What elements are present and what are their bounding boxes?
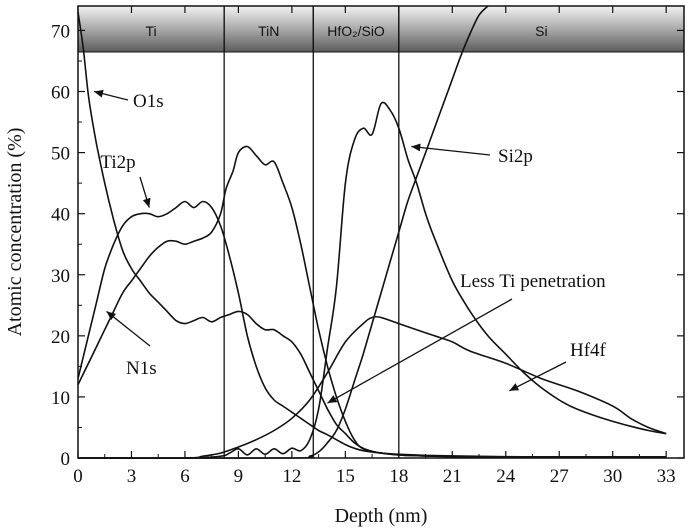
x-tick-label: 6: [180, 466, 190, 487]
x-tick-label: 12: [282, 466, 301, 487]
y-tick-label: 40: [51, 205, 70, 226]
annotation-arrow-si2p: [411, 143, 491, 156]
x-tick-label: 33: [657, 466, 676, 487]
x-tick-label: 18: [389, 466, 408, 487]
annotation-arrow-n1s: [106, 310, 151, 347]
annotation-label-si2p: Si2p: [498, 146, 533, 167]
annotation-label-ti2p: Ti2p: [100, 152, 135, 173]
layer-label: TiN: [258, 23, 279, 39]
y-tick-label: 50: [51, 144, 70, 165]
layer-boundaries: [223, 6, 400, 458]
annotation-arrow-ti2p: [139, 176, 151, 208]
x-tick-label: 24: [496, 466, 516, 487]
x-tick-label: 21: [443, 466, 462, 487]
annotation-arrow-o1s: [93, 89, 129, 101]
layer-band: Ti TiN HfO₂/SiO Si: [77, 5, 685, 53]
plot-frame: [77, 5, 685, 459]
layer-label: HfO₂/SiO: [327, 23, 385, 39]
annotation-label-less-ti-penetration: Less Ti penetration: [460, 271, 606, 292]
x-tick-label: 27: [550, 466, 569, 487]
layer-segment: [223, 5, 314, 53]
x-tick-label: 30: [603, 466, 622, 487]
y-tick-label: 0: [61, 449, 71, 470]
y-tick-label: 60: [51, 83, 70, 104]
series-unlabeled-5-line: [77, 315, 667, 459]
x-axis-title: Depth (nm): [335, 505, 428, 527]
y-axis-title: Atomic concentration (%): [4, 128, 26, 337]
y-tick-label: 70: [51, 21, 70, 42]
y-tick-label: 20: [51, 327, 70, 348]
layer-label: Ti: [145, 23, 156, 39]
annotation-arrow-less-ti-penetration: [327, 298, 513, 404]
annotations: O1s Ti2p N1s Si2p Less Ti penetration Hf4f: [93, 89, 607, 404]
layer-label: Si: [535, 23, 547, 39]
annotation-arrow-hf4f: [509, 361, 567, 392]
series-ti2p-line: [77, 200, 667, 458]
series-si2p-line: [77, 5, 489, 459]
layer-segment: [398, 5, 685, 53]
x-tick-label: 15: [336, 466, 355, 487]
y-tick-label: 30: [51, 266, 70, 287]
axis-ticks: 0 3 6 9 12 15 18 21 24 27 30 33 0 10 20 30 40 50 60 70: [51, 6, 684, 487]
layer-segment: [77, 5, 225, 53]
series-n1s-line: [77, 145, 667, 458]
annotation-label-hf4f: Hf4f: [570, 340, 607, 361]
y-tick-label: 10: [51, 388, 70, 409]
x-tick-label: 9: [234, 466, 244, 487]
annotation-label-o1s: O1s: [133, 91, 164, 112]
annotation-label-n1s: N1s: [126, 358, 157, 379]
x-tick-label: 0: [73, 466, 83, 487]
x-tick-label: 3: [127, 466, 137, 487]
curves: [77, 5, 667, 459]
